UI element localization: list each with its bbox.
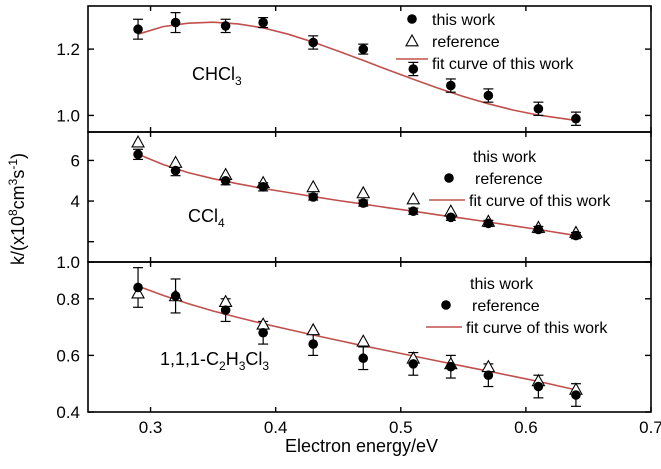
x-tick-label: 0.3 <box>139 418 163 437</box>
this-work-point <box>308 192 319 202</box>
this-work-point <box>483 90 494 101</box>
this-work-point <box>483 218 494 229</box>
this-work-point <box>358 44 369 54</box>
this-work-point <box>308 37 319 48</box>
panel-2: 1.0 4 6 CCl4 this work reference fit curve of … <box>56 131 652 272</box>
this-work-point <box>408 359 419 369</box>
x-axis-label: Electron energy/eV <box>285 436 438 456</box>
legend: this work reference fit curve of this work <box>396 12 574 73</box>
reference-point <box>131 285 145 299</box>
legend-circle-marker <box>441 300 451 310</box>
this-work-point <box>358 353 369 364</box>
legend-entry: fit curve of this work <box>469 193 611 210</box>
this-work-point <box>258 327 268 338</box>
y-tick-label: 0.6 <box>56 346 80 365</box>
legend-triangle-marker <box>405 33 419 47</box>
reference-point <box>406 191 421 205</box>
y-tick-label: 1.0 <box>56 106 80 125</box>
this-work-point <box>308 339 319 349</box>
legend-entry: reference <box>472 298 540 315</box>
x-tick-label: 0.5 <box>389 418 413 437</box>
panel-3: 0.4 0.6 0.8 1,1,1-C2H3Cl3 this work reference… <box>56 261 652 422</box>
legend-entry: reference <box>432 34 500 51</box>
x-tick-label: 0.4 <box>264 418 288 437</box>
legend-entry: fit curve of this work <box>432 56 574 73</box>
y-tick-label: 1.0 <box>56 253 80 272</box>
this-work-point <box>133 282 143 293</box>
reference-point <box>218 294 233 307</box>
y-tick-label: 1.2 <box>56 40 80 59</box>
this-work-point <box>446 361 456 372</box>
legend-circle-marker <box>407 14 417 24</box>
y-tick-label: 0.8 <box>56 290 80 309</box>
this-work-point <box>408 206 419 217</box>
this-work-point <box>220 305 231 315</box>
this-work-point <box>258 17 268 28</box>
this-work-point <box>571 390 581 400</box>
y-axis-label: k/(x108cm3s-1) <box>6 153 28 265</box>
legend-entry: reference <box>475 171 543 188</box>
reference-point <box>356 185 371 199</box>
this-work-point <box>358 198 369 208</box>
reference-point <box>168 155 183 168</box>
this-work-point <box>133 24 143 35</box>
reference-point <box>481 359 496 373</box>
this-work-point <box>571 230 581 241</box>
this-work-point <box>483 370 494 381</box>
panel-1: 1.0 1.2 CHCl3 this work reference fit curve o… <box>56 5 652 133</box>
x-tick-label: 0.6 <box>514 418 538 437</box>
this-work-point <box>533 381 544 392</box>
legend-entry: this work <box>470 276 534 293</box>
legend-entry: this work <box>473 149 537 166</box>
legend-circle-marker <box>444 173 454 183</box>
this-work-point <box>170 291 181 301</box>
this-work-point <box>220 175 231 186</box>
panel-frame <box>87 261 652 413</box>
legend: this work reference fit curve of this work <box>426 276 608 337</box>
this-work-point <box>446 212 456 223</box>
this-work-point <box>170 17 181 28</box>
y-tick-label: 6 <box>71 151 80 170</box>
this-work-point <box>446 80 456 91</box>
reference-point <box>356 334 371 347</box>
this-work-point <box>170 165 181 176</box>
this-work-point <box>258 182 268 192</box>
fit-curve <box>137 21 577 122</box>
legend: this work reference fit curve of this work <box>429 149 611 210</box>
x-tick-label: 0.7 <box>639 418 661 437</box>
y-tick-label: 4 <box>71 192 80 211</box>
compound-label: CCl4 <box>188 206 225 230</box>
this-work-point <box>220 21 231 31</box>
this-work-point <box>133 149 143 160</box>
this-work-point <box>533 103 544 114</box>
y-tick-label: 0.4 <box>56 403 80 422</box>
legend-entry: fit curve of this work <box>466 320 608 337</box>
reference-point <box>306 322 321 336</box>
this-work-point <box>571 113 581 124</box>
reference-point <box>306 179 321 193</box>
reference-point <box>256 317 271 330</box>
compound-label: 1,1,1-C2H3Cl3 <box>160 349 269 373</box>
this-work-point <box>533 224 544 235</box>
compound-label: CHCl3 <box>192 64 242 88</box>
reference-point <box>131 135 145 148</box>
this-work-point <box>408 64 419 74</box>
legend-entry: this work <box>432 12 496 29</box>
